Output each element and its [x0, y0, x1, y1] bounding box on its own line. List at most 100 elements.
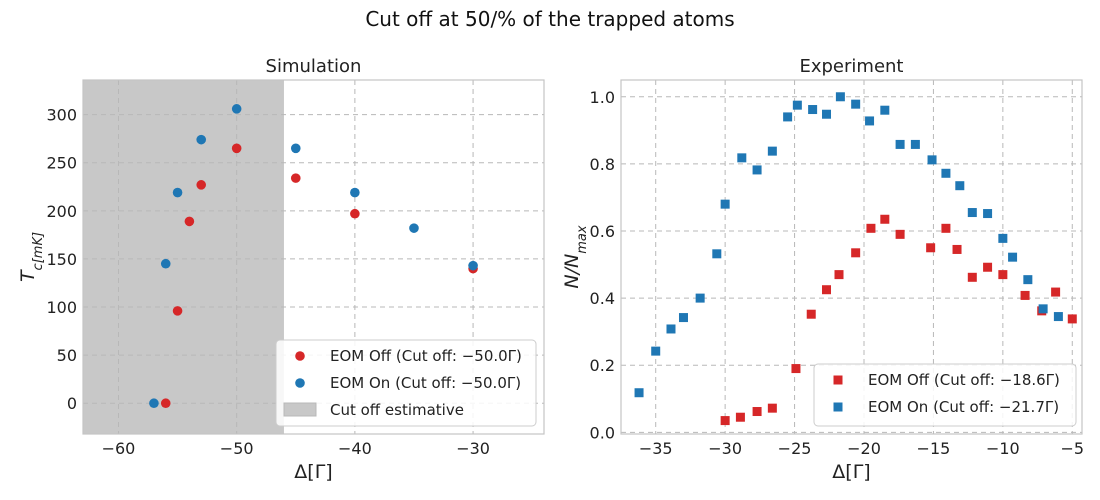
y-tick-label: 0	[67, 394, 77, 413]
data-point	[712, 249, 722, 259]
data-point	[998, 233, 1008, 243]
data-point	[666, 324, 676, 334]
legend-box	[813, 363, 1077, 427]
y-tick-label: 300	[46, 106, 77, 125]
plot-frame	[82, 79, 545, 435]
x-axis-label: Δ[Γ]	[294, 461, 332, 483]
legend-marker	[833, 402, 843, 412]
x-tick-label: −20	[847, 439, 881, 458]
data-point	[983, 262, 993, 272]
data-point	[926, 243, 936, 253]
y-tick-label: 200	[46, 202, 77, 221]
legend-label: Cut off estimative	[330, 401, 464, 419]
data-point	[160, 258, 171, 269]
data-point	[634, 388, 644, 398]
data-point	[998, 270, 1008, 280]
data-point	[808, 105, 818, 115]
y-tick-label: 0.6	[590, 222, 615, 241]
legend-label: EOM On (Cut off: −21.7Γ)	[868, 398, 1059, 416]
data-point	[835, 92, 845, 102]
cutoff-region	[83, 80, 284, 434]
data-point	[1051, 287, 1061, 297]
data-point	[880, 214, 890, 224]
data-point	[767, 146, 777, 156]
data-point	[806, 309, 816, 319]
data-point	[720, 199, 730, 209]
panel-title: Simulation	[266, 56, 362, 77]
data-point	[767, 403, 777, 413]
data-point	[231, 143, 242, 154]
data-point	[752, 165, 762, 175]
data-point	[822, 285, 832, 295]
data-point	[1053, 312, 1063, 322]
x-axis-label: Δ[Γ]	[832, 461, 870, 483]
y-axis-label: N/Nmax	[561, 225, 590, 288]
data-point	[967, 272, 977, 282]
data-point	[735, 412, 745, 422]
data-point	[468, 260, 478, 271]
data-point	[791, 364, 801, 374]
x-tick-label: −60	[102, 439, 136, 458]
data-point	[172, 187, 183, 198]
data-point	[231, 104, 242, 114]
data-point	[290, 143, 301, 154]
y-tick-label: 150	[46, 250, 77, 269]
data-point	[941, 168, 951, 178]
data-point	[1008, 252, 1018, 262]
data-point	[941, 223, 951, 233]
x-tick-label: −25	[778, 439, 812, 458]
data-point	[678, 313, 688, 323]
data-point	[695, 293, 705, 303]
y-tick-label: 100	[46, 298, 77, 317]
data-point	[952, 244, 962, 254]
x-tick-label: −5	[1060, 439, 1084, 458]
data-point	[865, 116, 875, 126]
data-point	[290, 173, 301, 183]
data-point	[880, 105, 890, 115]
plot-frame	[620, 79, 1083, 435]
y-tick-label: 0.8	[590, 155, 615, 174]
experiment-panel: −35 −30 −25 −20 −15 −10 −5 0.0 0.2 0.4 0.6 0.8 1.0 Ex…	[561, 56, 1084, 483]
legend-marker	[295, 351, 305, 361]
data-point	[895, 229, 905, 239]
y-tick-label: 0.0	[590, 423, 615, 442]
legend-label: EOM On (Cut off: −50.0Γ)	[330, 374, 521, 392]
legend-box	[275, 339, 537, 427]
data-point	[822, 109, 832, 119]
data-point	[1067, 314, 1077, 324]
data-point	[752, 407, 762, 417]
x-tick-label: −30	[456, 439, 490, 458]
legend-marker	[283, 402, 317, 417]
data-point	[834, 270, 844, 280]
data-point	[149, 398, 159, 409]
data-point	[196, 180, 207, 190]
data-point	[792, 100, 802, 110]
data-point	[851, 248, 861, 258]
x-tick-label: −40	[338, 439, 372, 458]
figure-title: Cut off at 50/% of the trapped atoms	[365, 7, 734, 31]
y-tick-label: 0.2	[590, 356, 615, 375]
x-tick-label: −30	[708, 439, 742, 458]
y-tick-label: 250	[46, 154, 77, 173]
y-tick-label: 50	[57, 346, 77, 365]
data-point	[196, 134, 207, 145]
data-point	[967, 208, 977, 218]
legend-label: EOM Off (Cut off: −18.6Γ)	[868, 371, 1060, 389]
simulation-panel: −60 −50 −40 −30 0 50 100 150 200 250 300 Simulation…	[17, 56, 545, 483]
data-point	[350, 208, 360, 219]
y-tick-label: 1.0	[590, 88, 615, 107]
y-tick-label: 0.4	[590, 289, 615, 308]
data-point	[1020, 290, 1030, 300]
data-point	[783, 112, 793, 122]
x-tick-label: −50	[220, 439, 254, 458]
data-point	[983, 209, 993, 219]
data-point	[409, 223, 419, 233]
data-point	[172, 306, 183, 316]
data-point	[866, 223, 876, 233]
data-point	[955, 181, 965, 191]
data-point	[651, 346, 661, 356]
panel-title: Experiment	[799, 56, 903, 77]
legend-marker	[295, 378, 305, 388]
x-tick-label: −35	[639, 439, 673, 458]
